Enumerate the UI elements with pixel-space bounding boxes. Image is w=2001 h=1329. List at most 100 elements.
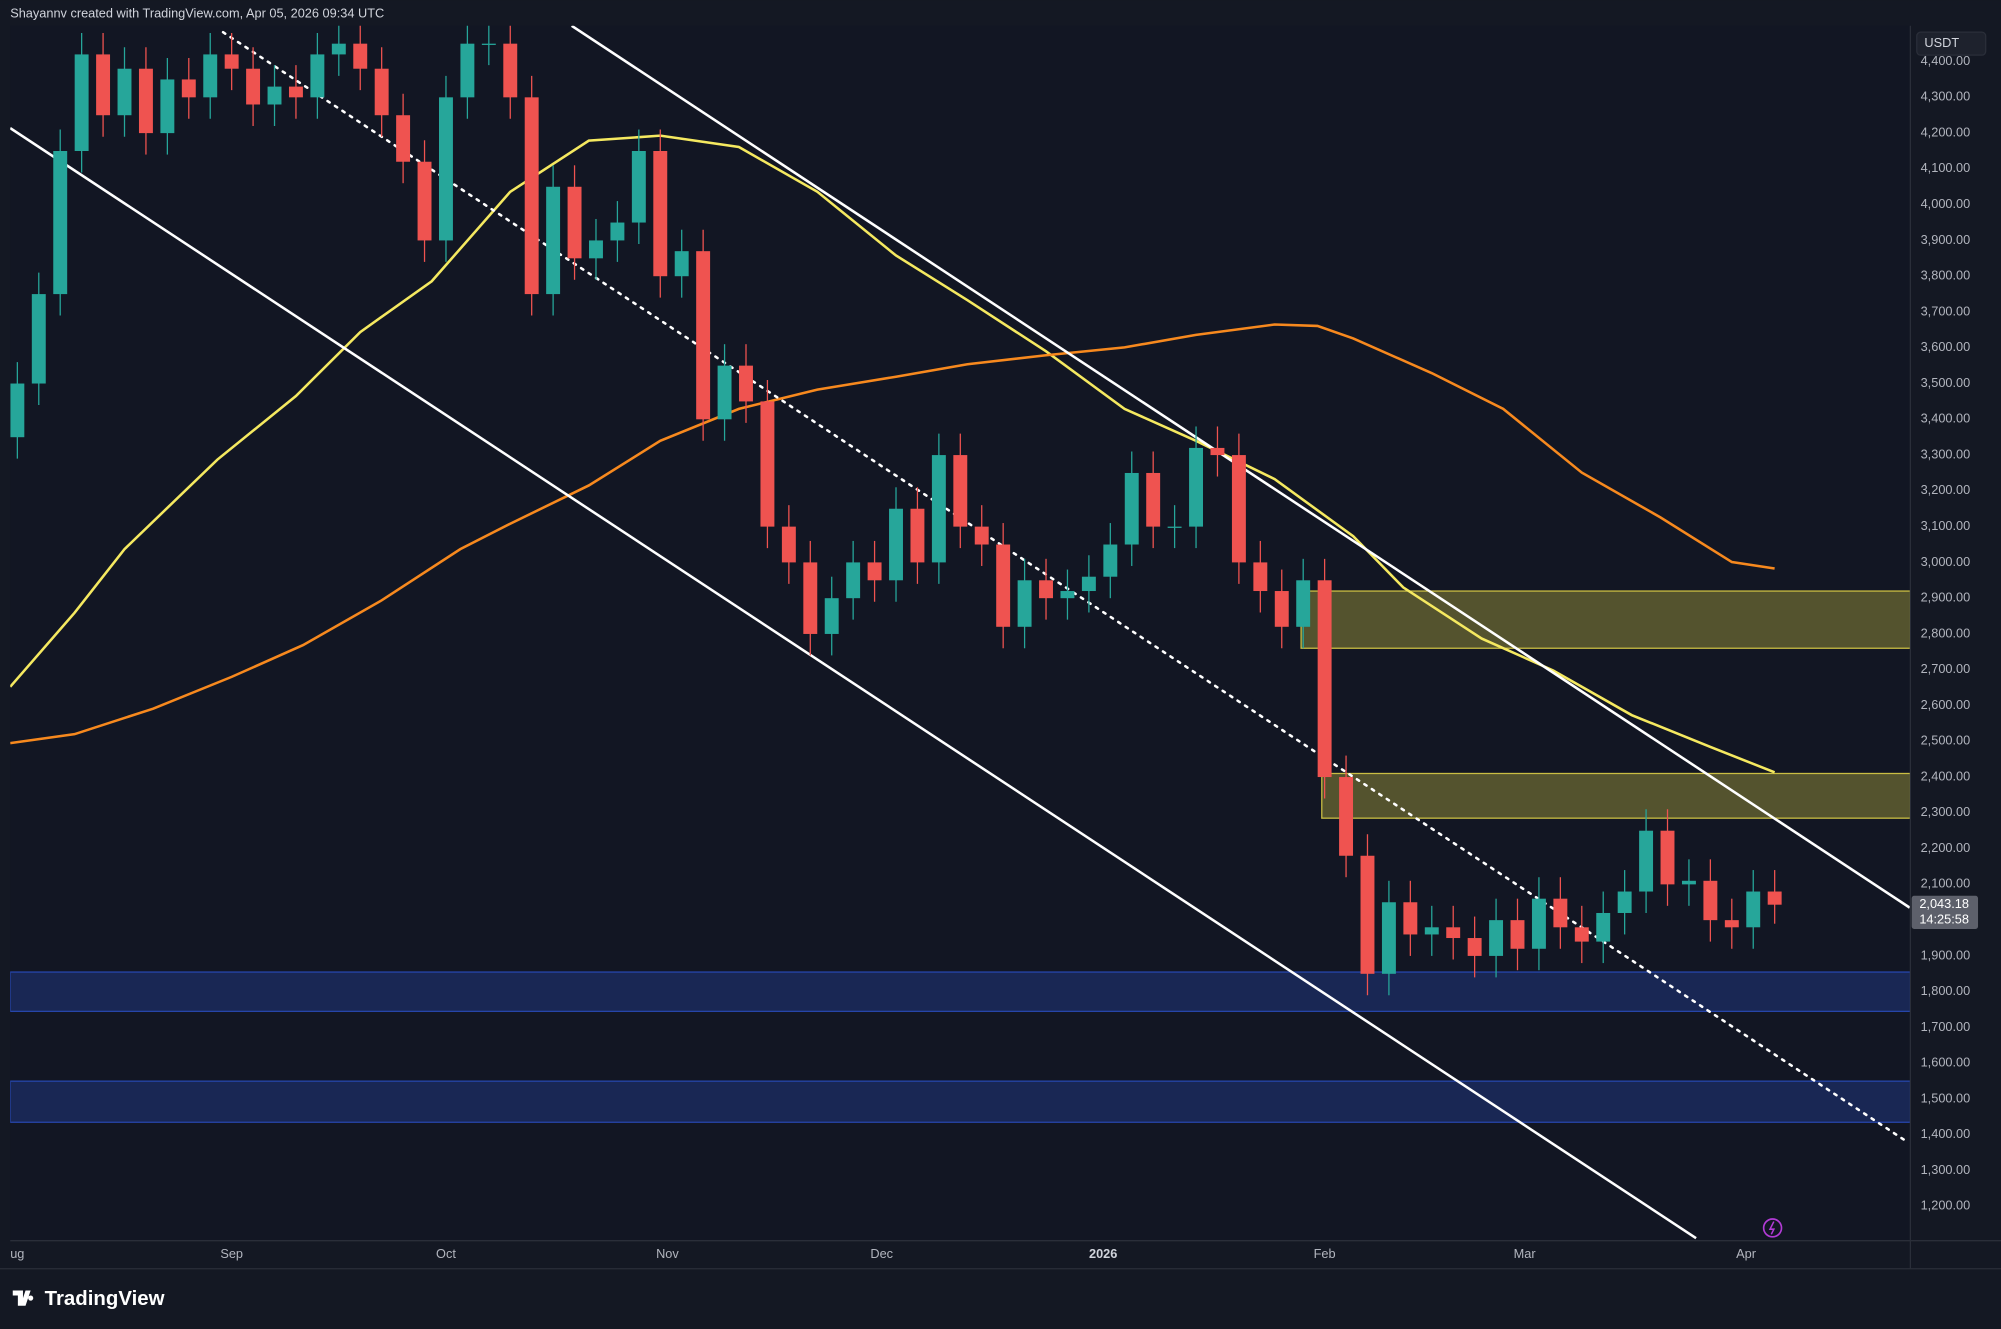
trendline — [221, 30, 1906, 1142]
y-tick-label: 1,500.00 — [1921, 1090, 1971, 1105]
x-tick-label: Feb — [1314, 1246, 1336, 1261]
candle-body — [1274, 591, 1289, 627]
y-tick-label: 2,700.00 — [1921, 661, 1971, 676]
candle-body — [1189, 447, 1204, 527]
y-tick-label: 3,000.00 — [1921, 554, 1971, 569]
candle-body — [203, 54, 218, 98]
candle-body — [1489, 920, 1504, 956]
x-tick-label: Oct — [436, 1246, 456, 1261]
x-tick-label: Mar — [1514, 1246, 1537, 1261]
candle-body — [1124, 472, 1139, 545]
y-tick-label: 2,300.00 — [1921, 804, 1971, 819]
candle-body — [1210, 447, 1225, 456]
candle-body — [1403, 902, 1418, 935]
brand-logo[interactable]: TradingView — [12, 1288, 165, 1310]
y-tick-label: 2,100.00 — [1921, 876, 1971, 891]
candle-body — [160, 79, 175, 134]
candle-body — [1424, 927, 1439, 935]
candle-body — [1167, 526, 1182, 528]
header: Shayannv created with TradingView.com, A… — [10, 6, 384, 21]
candle-body — [1617, 891, 1632, 913]
candle-body — [1360, 855, 1375, 974]
candle-body — [1596, 912, 1611, 942]
candle-body — [739, 365, 753, 402]
candle-body — [846, 562, 861, 599]
y-tick-label: 2,600.00 — [1921, 697, 1971, 712]
zone — [10, 1080, 1911, 1123]
candle-body — [546, 186, 561, 295]
zone — [1321, 772, 1911, 819]
y-tick-label: 3,300.00 — [1921, 446, 1971, 461]
candle-body — [1681, 880, 1696, 885]
candle-body — [1767, 891, 1782, 905]
y-tick-label: 3,400.00 — [1921, 411, 1971, 426]
candle-body — [653, 150, 668, 277]
candle-body — [1039, 580, 1053, 599]
candle-body — [524, 97, 539, 295]
candle-body — [1446, 927, 1461, 939]
y-tick-label: 1,300.00 — [1921, 1162, 1971, 1177]
candle-body — [181, 79, 196, 98]
y-tick-label: 4,100.00 — [1921, 160, 1971, 175]
alert-icon[interactable] — [1762, 1218, 1783, 1238]
plot — [10, 25, 1911, 1240]
candle-body — [824, 598, 839, 634]
candle-body — [910, 508, 925, 563]
candle-body — [1231, 455, 1246, 563]
y-tick-label: 1,900.00 — [1921, 947, 1971, 962]
candle-body — [53, 150, 68, 295]
candle-body — [396, 115, 411, 162]
y-tick-label: 1,200.00 — [1921, 1198, 1971, 1213]
candle-body — [1103, 544, 1118, 577]
last-price: 2,043.18 — [1919, 896, 1969, 911]
y-tick-label: 4,200.00 — [1921, 124, 1971, 139]
plot-area — [10, 25, 1911, 1241]
candle-body — [781, 526, 796, 563]
candle-body — [1081, 576, 1096, 592]
candle-body — [353, 43, 368, 69]
candle-body — [1574, 927, 1589, 942]
y-tick-label: 2,900.00 — [1921, 590, 1971, 605]
zone — [1300, 590, 1911, 649]
y-tick-label: 4,000.00 — [1921, 196, 1971, 211]
moving-average — [10, 134, 1776, 774]
candle-body — [246, 68, 261, 105]
candle-body — [1746, 891, 1761, 928]
candle-body — [310, 54, 325, 98]
y-tick-label: 4,400.00 — [1921, 53, 1971, 68]
candle-body — [1467, 938, 1482, 956]
candle-body — [1253, 562, 1268, 592]
candle-body — [481, 43, 496, 45]
alert-icon-bolt — [1768, 1221, 1776, 1235]
y-tick-label: 2,200.00 — [1921, 840, 1971, 855]
x-tick-label: Nov — [656, 1246, 679, 1261]
zone — [10, 971, 1911, 1013]
y-tick-label: 3,900.00 — [1921, 232, 1971, 247]
candle-body — [760, 401, 775, 527]
candle-body — [589, 240, 603, 259]
candle-body — [1703, 880, 1718, 921]
y-tick-label: 2,800.00 — [1921, 625, 1971, 640]
candle-body — [1531, 898, 1546, 949]
candle-body — [31, 294, 46, 384]
candle-body — [674, 251, 689, 277]
candle-body — [10, 383, 25, 438]
x-tick-label: Dec — [870, 1246, 893, 1261]
candle-body — [889, 508, 903, 581]
y-tick-label: 1,400.00 — [1921, 1126, 1971, 1141]
candle-body — [867, 562, 882, 581]
y-tick-label: 4,300.00 — [1921, 89, 1971, 104]
candle-body — [1317, 580, 1332, 778]
x-tick-label: ug — [10, 1246, 24, 1261]
candle-body — [1724, 920, 1739, 928]
candle-body — [417, 161, 432, 241]
candle-body — [1639, 830, 1654, 892]
trendline — [10, 127, 1697, 1240]
y-tick-label: 1,600.00 — [1921, 1055, 1971, 1070]
currency-box[interactable] — [1916, 31, 1987, 56]
candle-body — [96, 54, 111, 116]
logo-mark — [12, 1290, 34, 1306]
candle-body — [1553, 898, 1568, 928]
candle-body — [224, 54, 239, 69]
